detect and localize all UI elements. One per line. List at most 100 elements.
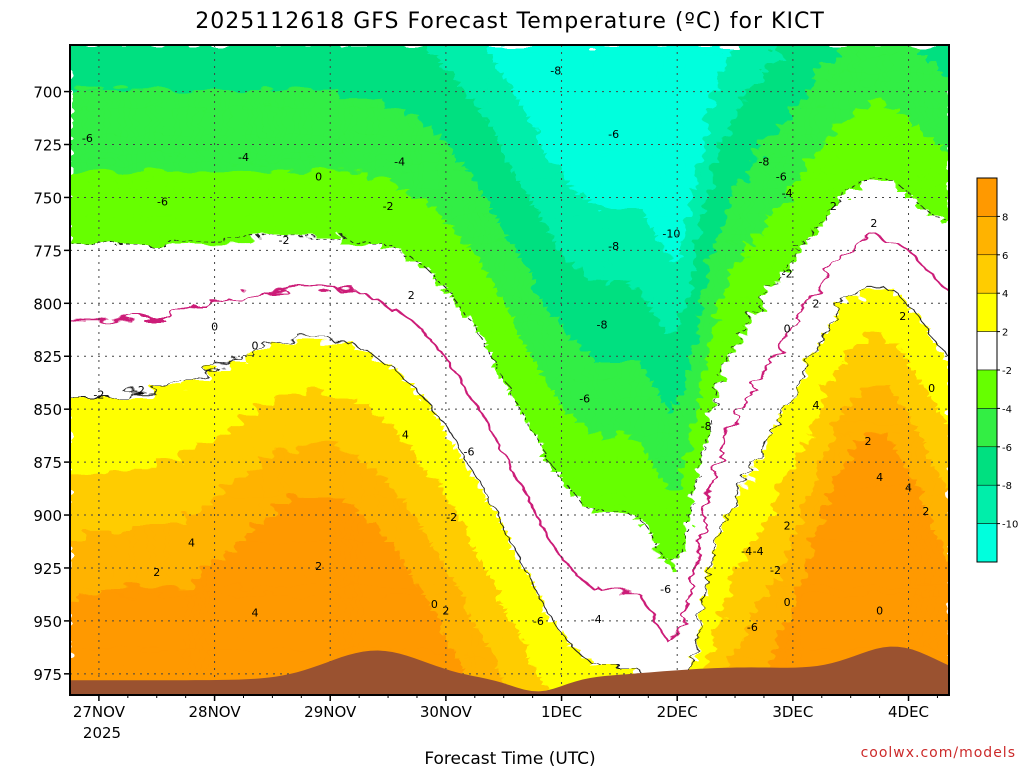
temperature-cell: [525, 54, 533, 64]
temperature-cell: [531, 216, 538, 227]
temperature-cell: [663, 171, 670, 182]
temperature-cell: [597, 270, 604, 281]
temperature-cell: [569, 153, 577, 163]
temperature-cell: [745, 297, 752, 308]
temperature-cell: [641, 153, 648, 163]
temperature-cell: [471, 171, 478, 182]
temperature-cell: [207, 144, 214, 154]
temperature-cell: [608, 135, 615, 145]
temperature-cell: [745, 216, 752, 227]
temperature-cell: [696, 72, 703, 82]
temperature-cell: [372, 198, 379, 209]
temperature-cell: [377, 54, 384, 64]
temperature-cell: [460, 63, 467, 73]
temperature-cell: [157, 45, 164, 55]
temperature-cell: [284, 252, 291, 263]
temperature-cell: [80, 207, 88, 218]
temperature-cell: [520, 270, 527, 281]
temperature-cell: [251, 324, 258, 335]
temperature-cell: [806, 135, 813, 145]
temperature-cell: [482, 225, 489, 236]
temperature-cell: [910, 126, 917, 136]
temperature-cell: [328, 117, 335, 127]
temperature-cell: [443, 270, 450, 281]
temperature-cell: [553, 99, 560, 109]
temperature-cell: [322, 135, 329, 145]
temperature-cell: [547, 189, 555, 200]
temperature-cell: [388, 306, 395, 317]
temperature-cell: [212, 63, 219, 73]
temperature-cell: [322, 171, 329, 182]
temperature-cell: [729, 144, 736, 154]
temperature-cell: [383, 207, 390, 218]
temperature-cell: [146, 162, 153, 172]
temperature-cell: [542, 99, 549, 109]
temperature-cell: [591, 261, 598, 272]
temperature-cell: [745, 234, 752, 245]
temperature-cell: [756, 279, 763, 290]
temperature-cell: [366, 90, 373, 100]
temperature-cell: [350, 288, 357, 299]
temperature-cell: [256, 63, 263, 73]
temperature-cell: [190, 117, 197, 127]
temperature-cell: [465, 252, 472, 263]
temperature-cell: [113, 63, 121, 73]
temperature-cell: [668, 243, 675, 254]
temperature-cell: [174, 252, 181, 263]
temperature-cell: [482, 261, 489, 272]
temperature-cell: [872, 216, 879, 227]
temperature-cell: [696, 189, 703, 200]
temperature-cell: [778, 45, 785, 55]
temperature-cell: [850, 54, 857, 64]
temperature-cell: [591, 207, 598, 218]
temperature-cell: [872, 207, 879, 218]
temperature-cell: [773, 189, 780, 200]
temperature-cell: [157, 81, 164, 91]
temperature-cell: [558, 171, 566, 182]
temperature-cell: [833, 117, 840, 127]
temperature-cell: [141, 216, 148, 227]
temperature-cell: [350, 189, 357, 200]
temperature-cell: [938, 243, 945, 254]
temperature-cell: [476, 207, 483, 218]
temperature-cell: [207, 180, 214, 191]
temperature-cell: [509, 288, 516, 299]
temperature-cell: [756, 135, 763, 145]
temperature-cell: [553, 279, 560, 290]
temperature-cell: [460, 297, 467, 308]
temperature-cell: [641, 117, 648, 127]
temperature-cell: [399, 234, 406, 245]
temperature-cell: [536, 126, 544, 136]
temperature-cell: [833, 315, 840, 326]
temperature-cell: [701, 144, 708, 154]
temperature-cell: [817, 270, 824, 281]
temperature-cell: [86, 252, 93, 263]
temperature-cell: [449, 261, 456, 272]
temperature-cell: [179, 198, 186, 209]
temperature-cell: [723, 225, 730, 236]
temperature-cell: [850, 270, 857, 281]
temperature-cell: [740, 126, 747, 136]
temperature-cell: [311, 288, 318, 299]
temperature-cell: [262, 81, 269, 91]
temperature-cell: [438, 108, 445, 118]
temperature-cell: [718, 45, 725, 55]
temperature-cell: [861, 306, 868, 317]
temperature-cell: [619, 45, 626, 55]
temperature-cell: [828, 198, 835, 209]
temperature-cell: [668, 108, 675, 118]
temperature-cell: [525, 315, 533, 326]
temperature-cell: [229, 126, 236, 136]
temperature-cell: [932, 261, 939, 272]
temperature-cell: [509, 90, 516, 100]
temperature-cell: [108, 54, 115, 64]
temperature-cell: [383, 171, 390, 182]
temperature-cell: [690, 117, 697, 127]
temperature-cell: [690, 45, 697, 55]
temperature-cell: [432, 108, 439, 118]
temperature-cell: [734, 171, 741, 182]
temperature-cell: [850, 45, 857, 55]
temperature-cell: [179, 135, 186, 145]
temperature-cell: [800, 198, 807, 209]
temperature-cell: [707, 288, 714, 299]
